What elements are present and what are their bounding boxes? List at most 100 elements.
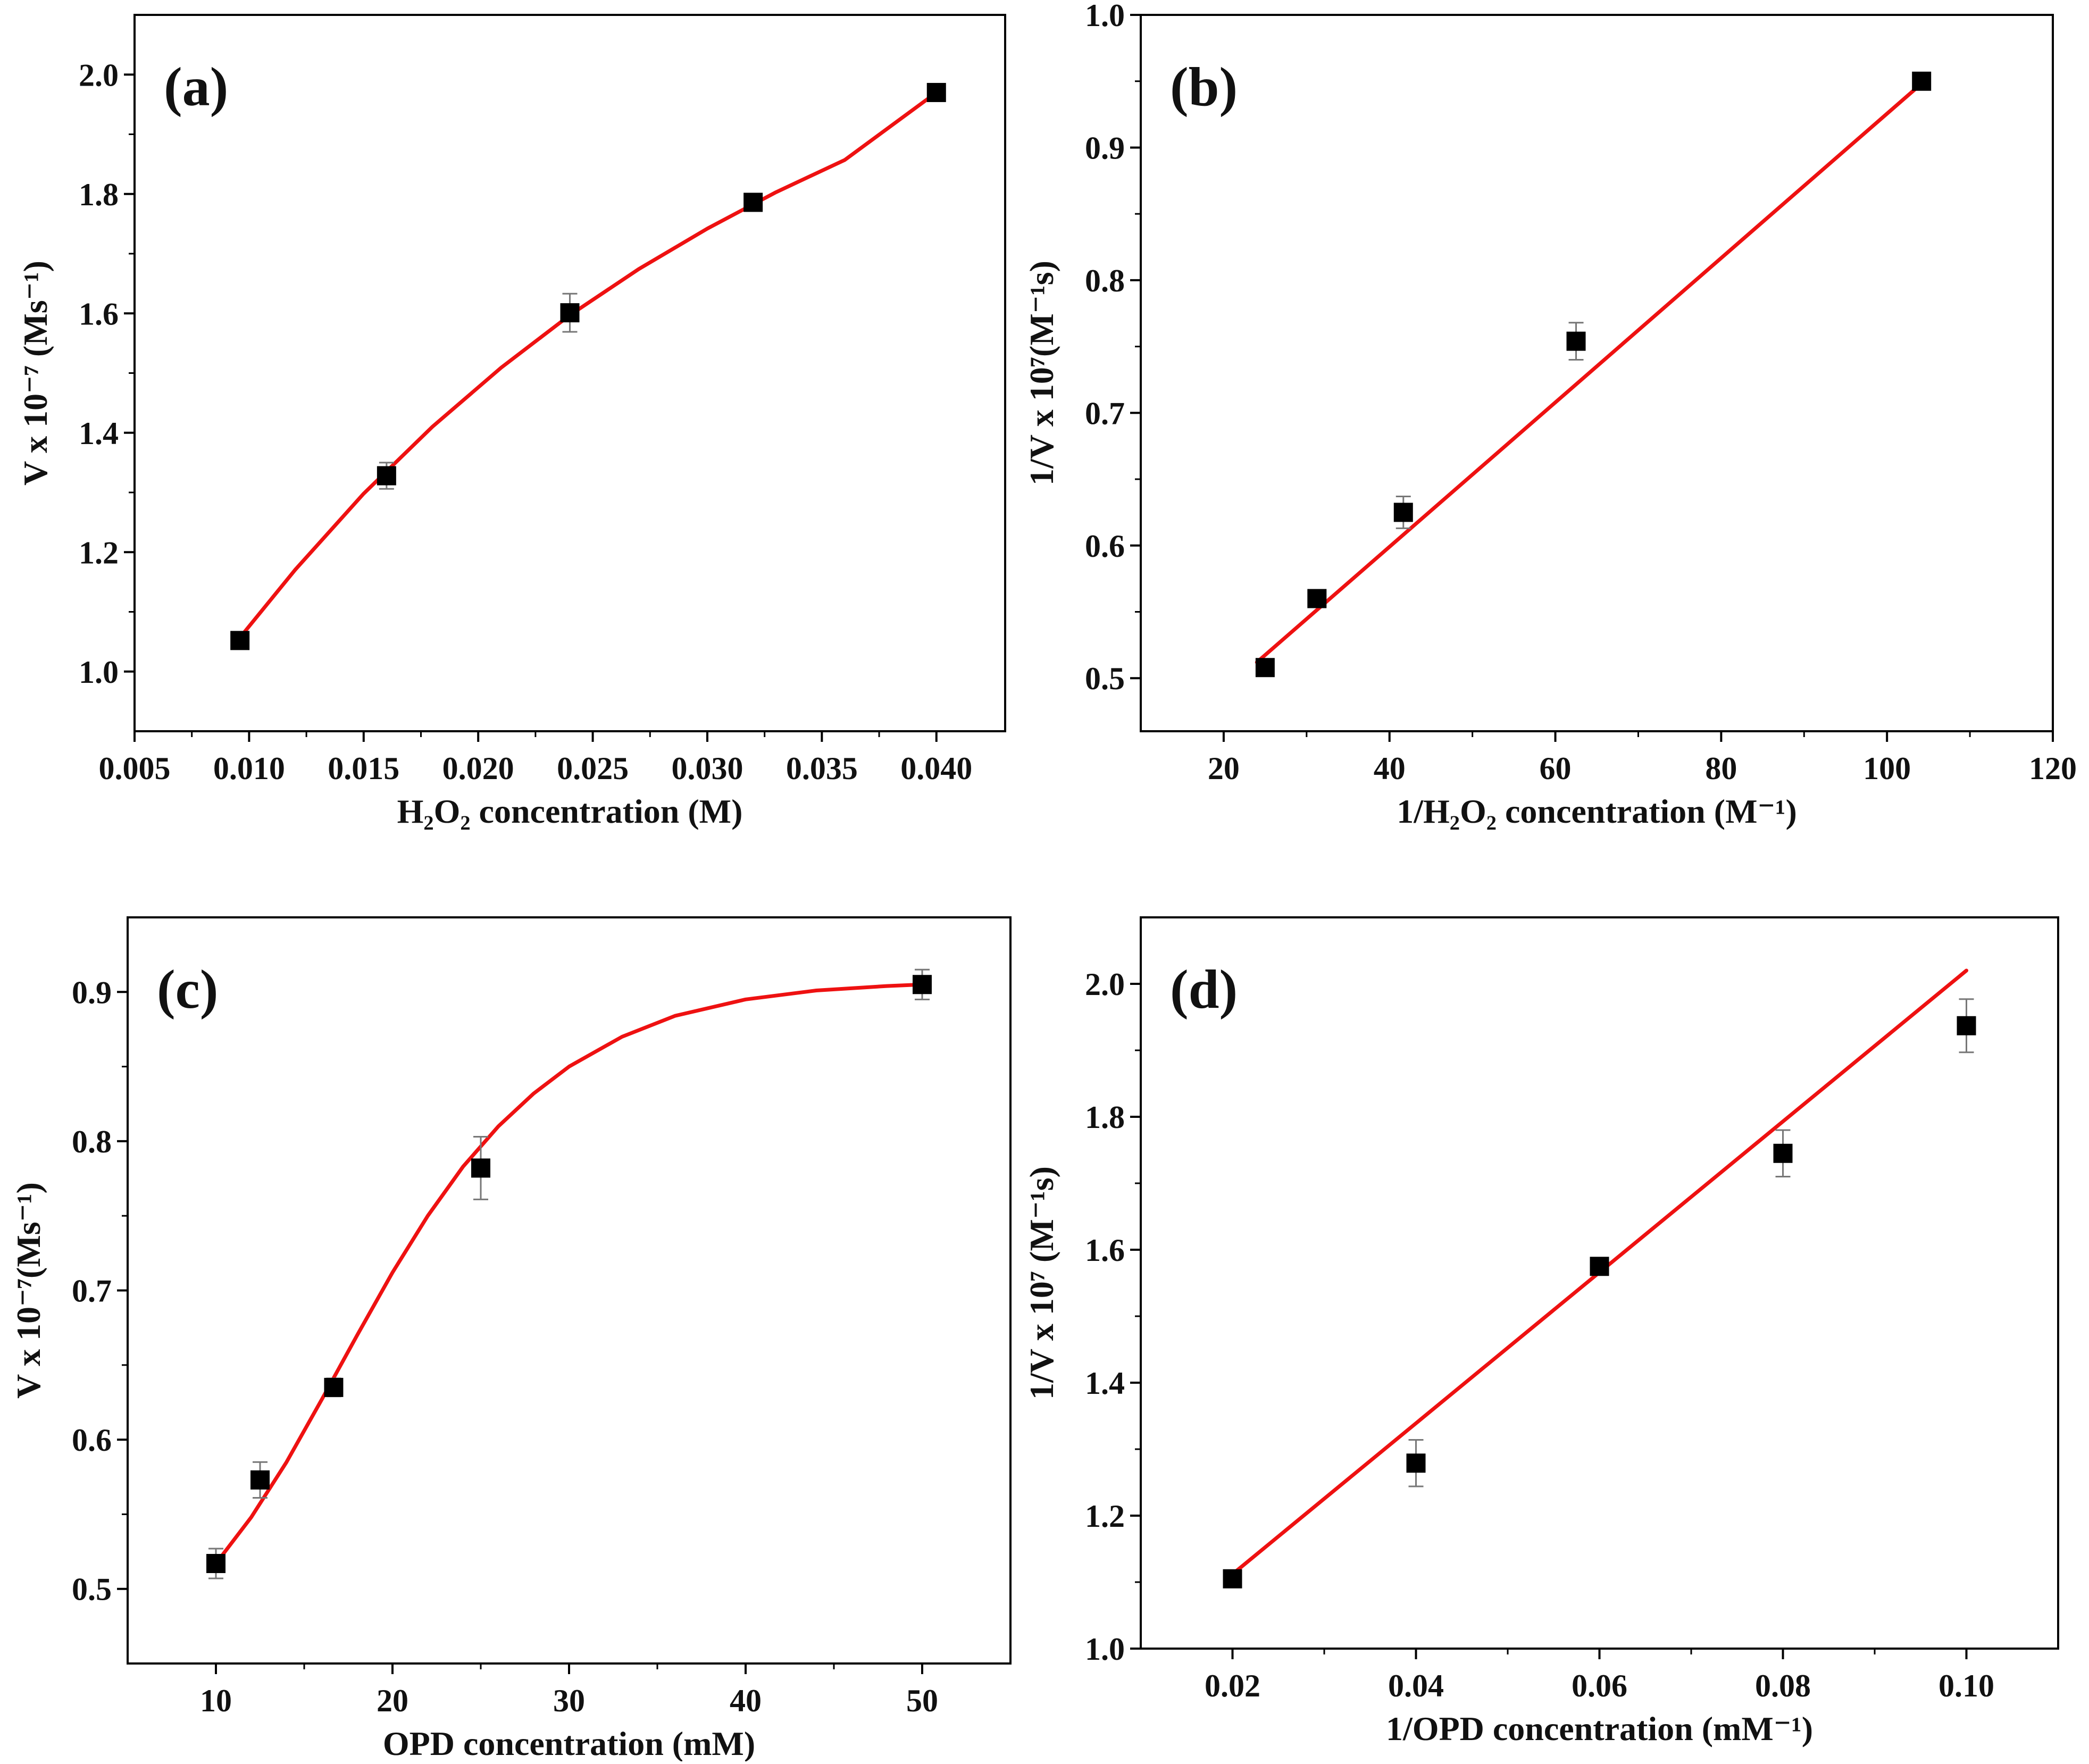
y-tick-label: 0.7 — [1085, 396, 1125, 431]
y-tick-label: 1.6 — [79, 296, 119, 331]
x-tick-label: 20 — [1208, 751, 1240, 786]
y-tick-label: 0.9 — [1085, 130, 1125, 165]
y-tick-label: 1.2 — [1085, 1499, 1125, 1534]
data-point — [324, 1377, 344, 1398]
y-tick-label: 1.2 — [79, 535, 119, 570]
x-tick-label: 80 — [1705, 751, 1737, 786]
y-tick-label: 0.5 — [72, 1572, 112, 1607]
data-marker — [1406, 1453, 1426, 1473]
data-marker — [926, 82, 946, 102]
x-tick-label: 60 — [1540, 751, 1572, 786]
data-marker — [1590, 1257, 1609, 1276]
x-tick-label: 0.035 — [786, 751, 858, 786]
x-tick-label: 0.040 — [900, 751, 972, 786]
panel-label: (d) — [1170, 959, 1238, 1020]
y-tick-label: 0.6 — [1085, 529, 1125, 564]
data-point — [1912, 71, 1932, 91]
x-tick-label: 0.020 — [442, 751, 514, 786]
x-axis-title: H₂O₂ concentration (M) — [397, 792, 743, 830]
data-marker — [1773, 1143, 1793, 1163]
x-tick-label: 0.10 — [1938, 1668, 1994, 1703]
data-point — [471, 1135, 490, 1200]
data-point — [206, 1548, 225, 1579]
panel-label: (a) — [164, 56, 228, 118]
data-marker — [230, 631, 250, 650]
panel-label: (c) — [157, 959, 218, 1020]
data-marker — [1393, 503, 1413, 522]
x-axis-title: OPD concentration (mM) — [383, 1725, 755, 1761]
y-tick-label: 0.5 — [1085, 661, 1125, 696]
x-tick-label: 0.015 — [328, 751, 399, 786]
x-tick-label: 0.08 — [1755, 1668, 1811, 1703]
plot-frame — [1140, 14, 2054, 732]
data-marker — [1912, 71, 1932, 91]
y-axis-title: V x 10⁻⁷ (Ms⁻¹) — [16, 261, 54, 486]
x-tick-label: 10 — [200, 1683, 232, 1718]
y-axis-title: V x 10⁻⁷(Ms⁻¹) — [10, 1182, 47, 1399]
x-tick-label: 0.010 — [213, 751, 285, 786]
data-marker — [377, 466, 396, 486]
data-point — [1957, 998, 1976, 1054]
data-marker — [250, 1470, 270, 1490]
data-marker — [1223, 1569, 1242, 1589]
data-point — [560, 292, 580, 333]
panel-b: 20 40 60 80 100 120 0.5 0.6 0.7 0.8 0.9 1.0 1/H₂O₂ c… — [1023, 0, 2077, 830]
y-tick-label: 0.7 — [72, 1274, 112, 1309]
data-point — [377, 462, 396, 490]
data-point — [1255, 658, 1275, 678]
data-point — [250, 1461, 270, 1499]
y-tick-label: 0.8 — [72, 1124, 112, 1159]
y-tick-label: 0.8 — [1085, 263, 1125, 298]
x-tick-label: 120 — [2029, 751, 2077, 786]
x-tick-label: 0.04 — [1388, 1668, 1444, 1703]
data-marker — [743, 193, 763, 212]
x-tick-label: 100 — [1863, 751, 1911, 786]
x-tick-label: 0.02 — [1205, 1668, 1260, 1703]
data-point — [1393, 495, 1413, 529]
panel-c: 10 20 30 40 50 0.5 0.6 0.7 0.8 0.9 OPD concentrati… — [10, 916, 1012, 1762]
y-tick-label: 2.0 — [1085, 967, 1125, 1002]
x-axis-title: 1/H₂O₂ concentration (M⁻¹) — [1397, 792, 1797, 830]
data-point — [1566, 322, 1586, 361]
panel-label: (b) — [1170, 56, 1238, 118]
data-marker — [1566, 331, 1586, 351]
y-tick-label: 0.6 — [72, 1423, 112, 1458]
data-marker — [1307, 589, 1327, 608]
data-marker — [324, 1377, 344, 1397]
data-point — [1223, 1569, 1242, 1589]
data-point — [1773, 1129, 1793, 1177]
x-tick-label: 0.06 — [1572, 1668, 1627, 1703]
y-tick-label: 0.9 — [72, 975, 112, 1010]
y-axis-title: 1/V x 10⁷(M⁻¹s) — [1023, 261, 1060, 486]
y-tick-label: 1.0 — [1085, 1632, 1125, 1667]
x-tick-label: 30 — [553, 1683, 585, 1718]
data-marker — [471, 1158, 490, 1178]
y-tick-label: 1.8 — [79, 177, 119, 212]
data-point — [1406, 1439, 1426, 1487]
x-tick-label: 40 — [730, 1683, 762, 1718]
data-point — [1307, 589, 1327, 608]
y-tick-label: 2.0 — [79, 57, 119, 93]
y-tick-label: 1.4 — [79, 416, 119, 451]
y-tick-label: 1.4 — [1085, 1366, 1125, 1401]
data-marker — [206, 1553, 225, 1573]
x-tick-label: 0.030 — [671, 751, 743, 786]
x-tick-label: 0.005 — [99, 751, 171, 786]
data-point — [230, 631, 250, 650]
x-tick-label: 0.025 — [557, 751, 629, 786]
data-marker — [1957, 1016, 1976, 1035]
panel-d: 0.02 0.04 0.06 0.08 0.10 1.0 1.2 1.4 1.6 1.8 2.0 1/… — [1023, 916, 2059, 1748]
fit-line — [214, 982, 924, 1566]
data-marker — [1255, 658, 1275, 678]
x-tick-label: 20 — [377, 1683, 408, 1718]
y-tick-label: 1.0 — [79, 655, 119, 690]
data-point — [913, 968, 932, 1000]
y-tick-label: 1.6 — [1085, 1233, 1125, 1268]
data-point — [1590, 1257, 1609, 1276]
data-point — [926, 82, 946, 102]
panel-a: 0.005 0.010 0.015 0.020 0.025 0.030 0.035 0.040… — [16, 14, 1006, 830]
data-marker — [560, 303, 580, 323]
y-tick-label: 1.8 — [1085, 1100, 1125, 1135]
